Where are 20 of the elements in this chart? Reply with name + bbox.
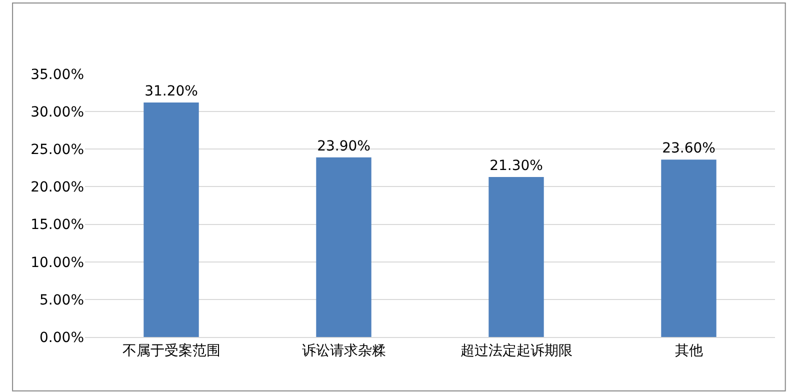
y-tick-label: 15.00% [30,217,84,234]
y-tick-label: 20.00% [30,180,84,196]
y-tick-label: 25.00% [30,142,84,158]
bar [316,157,372,337]
bar [144,102,199,337]
data-label: 31.20% [144,84,198,100]
y-tick-label: 30.00% [30,104,84,120]
bar [488,176,544,337]
x-tick-label: 不属于受案范围 [122,342,220,359]
data-label: 21.30% [490,158,543,174]
x-tick-label: 其他 [674,342,703,359]
x-tick-label: 诉讼请求杂糅 [302,342,386,359]
x-tick-label: 超过法定起诉期限 [460,342,572,359]
y-tick-label: 10.00% [30,254,84,271]
bar [661,160,716,337]
data-label: 23.90% [317,138,370,154]
y-tick-label: 5.00% [40,292,84,308]
y-tick-label: 0.00% [40,330,84,346]
y-tick-label: 35.00% [30,66,84,83]
data-label: 23.60% [662,140,716,157]
